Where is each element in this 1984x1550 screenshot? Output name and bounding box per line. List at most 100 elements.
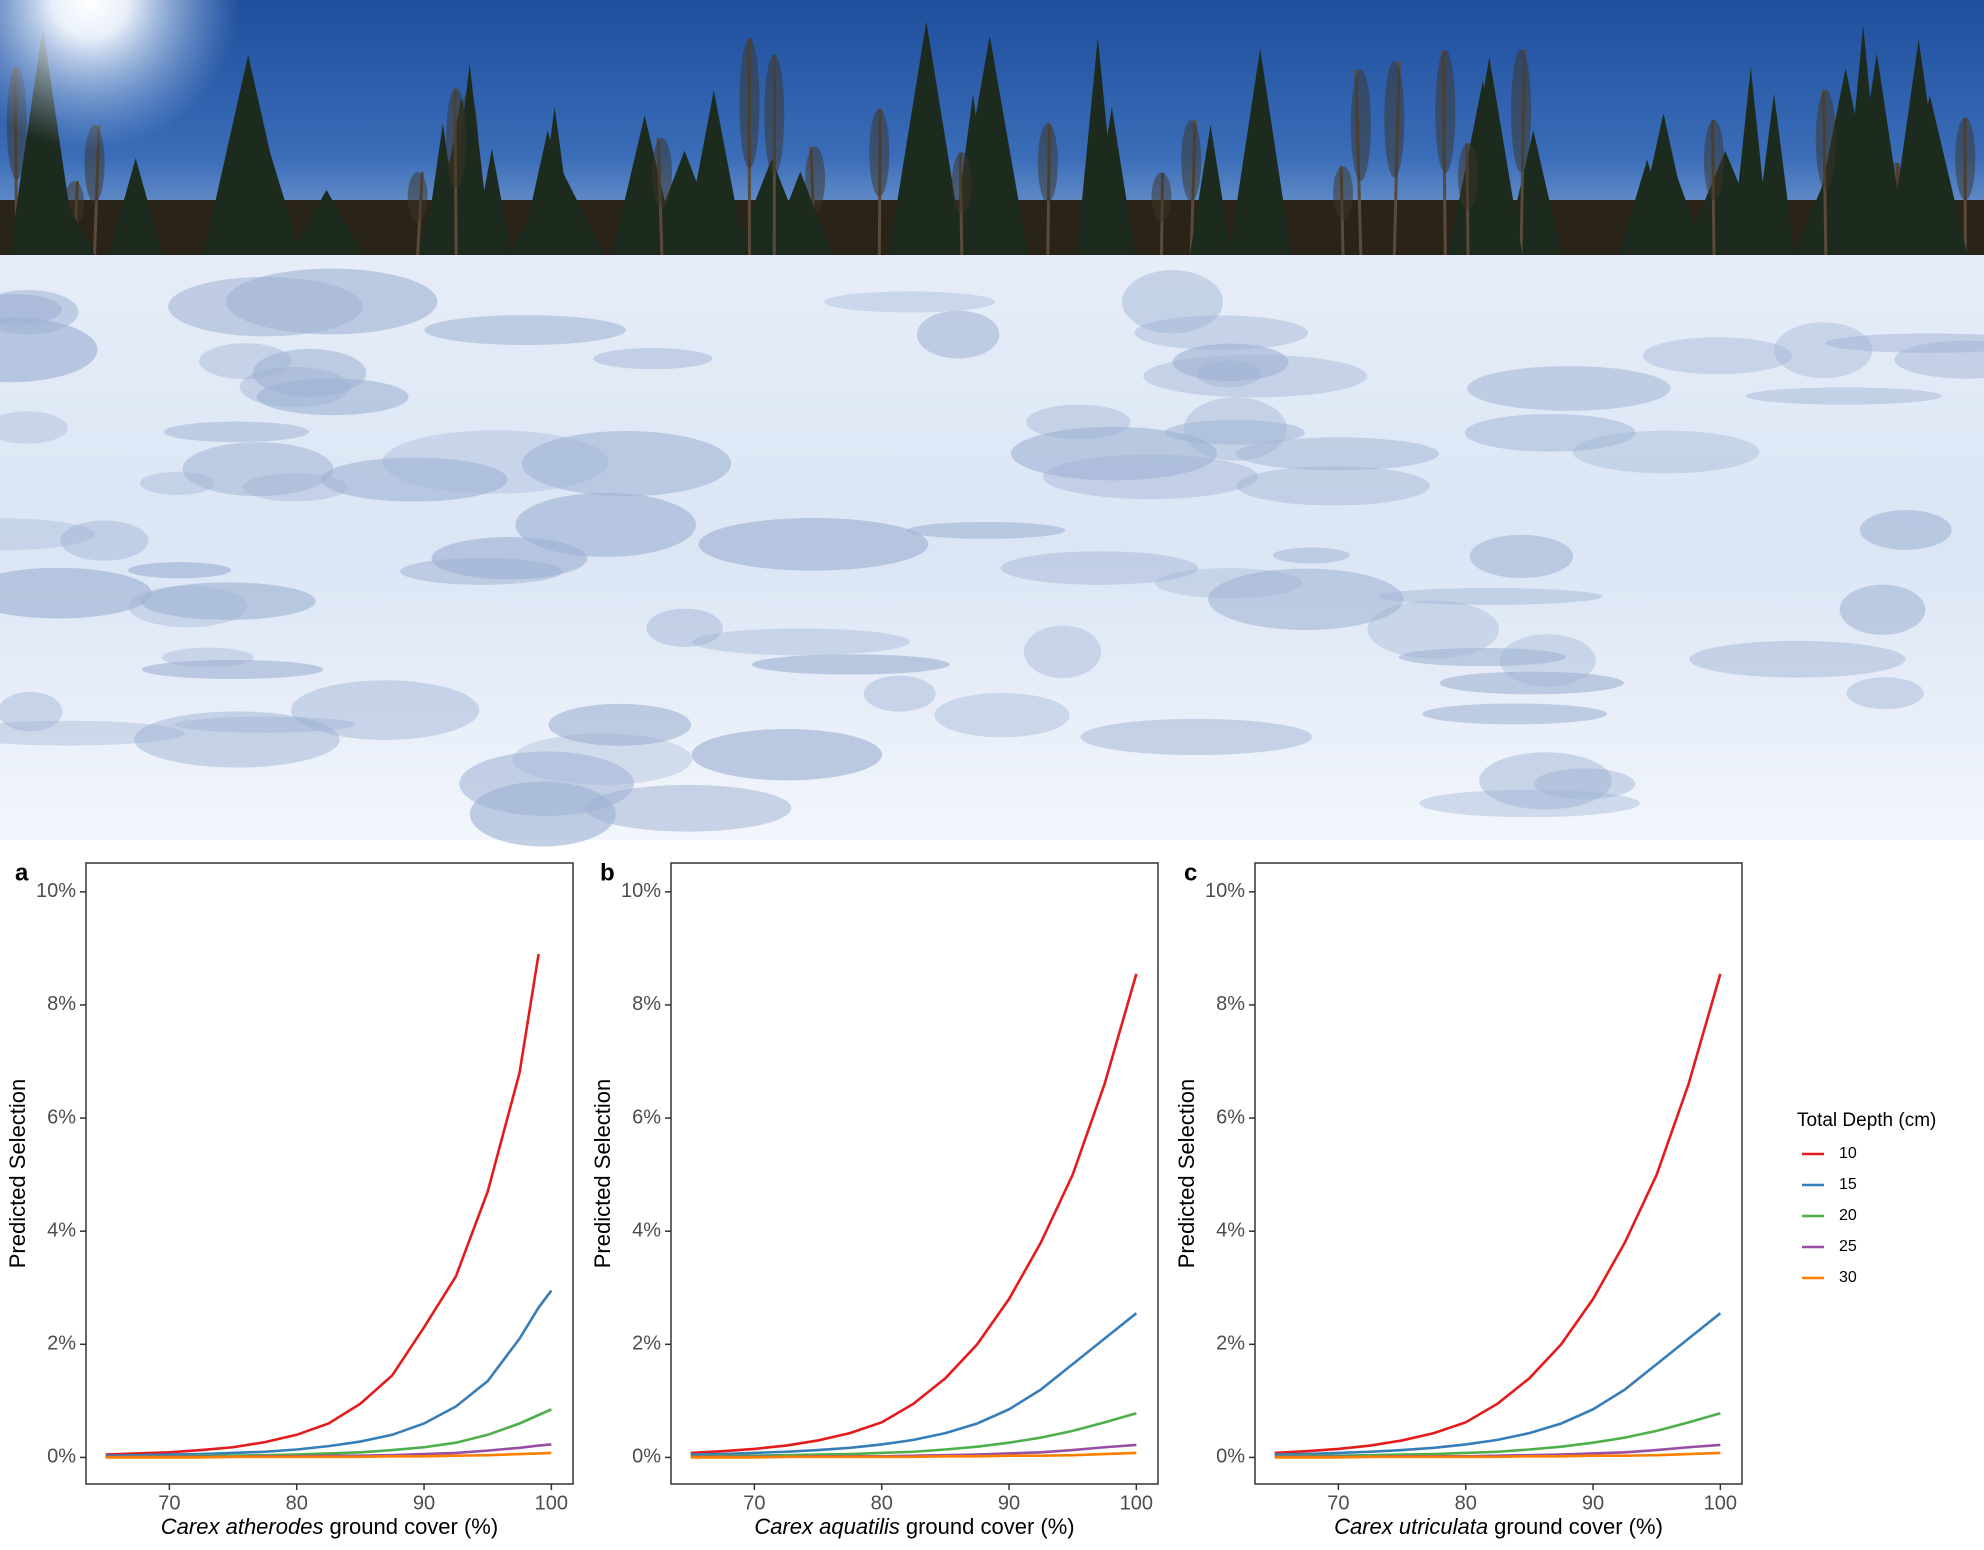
drift-shadow	[1164, 420, 1305, 445]
spruce	[1618, 159, 1676, 255]
drift-shadow	[863, 675, 936, 712]
drift-shadow	[1134, 315, 1308, 350]
y-tick-label: 6%	[1216, 1106, 1245, 1128]
legend-label: 25	[1839, 1238, 1857, 1255]
drift-shadow	[751, 654, 950, 675]
drift-shadow	[1236, 466, 1430, 506]
drift-shadow	[174, 716, 356, 733]
aspen-crown	[764, 54, 785, 175]
plot-panel	[85, 862, 574, 1485]
aspen-crown	[1458, 143, 1479, 211]
drift-shadow	[1042, 454, 1259, 500]
drift-shadow	[242, 473, 348, 502]
drift-shadow	[548, 703, 692, 746]
aspen-crown	[651, 137, 672, 209]
x-tick-label: 100	[535, 1492, 568, 1514]
drift-shadow	[1469, 534, 1574, 578]
plot-panel	[1254, 862, 1743, 1485]
drift-shadow	[163, 421, 310, 443]
y-tick-label: 10%	[36, 880, 76, 902]
aspen-crown	[1815, 89, 1836, 189]
x-tick-label: 90	[1582, 1492, 1604, 1514]
drift-shadow	[127, 562, 231, 579]
drift-shadow	[1825, 333, 1984, 353]
drift-shadow	[60, 520, 149, 561]
aspen-crown	[1703, 119, 1724, 201]
x-axis-species: Carex aquatilis	[754, 1514, 900, 1539]
x-tick-label: 100	[1704, 1492, 1737, 1514]
spruce	[1189, 124, 1232, 255]
drift-shadow	[0, 317, 98, 383]
data-line	[690, 1451, 1137, 1459]
x-tick-label: 80	[871, 1492, 893, 1514]
drift-shadow	[1272, 547, 1350, 564]
drift-shadow	[320, 457, 508, 502]
spruce	[520, 130, 576, 255]
drift-shadow	[916, 310, 1000, 359]
spruce	[951, 35, 1029, 255]
drift-shadow	[1479, 752, 1612, 810]
drift-shadow	[1467, 366, 1671, 411]
sun	[0, 0, 240, 150]
spruce	[644, 150, 725, 255]
aspen-crown	[739, 38, 760, 169]
drift-shadow	[469, 781, 616, 847]
aspen-crown	[1384, 61, 1405, 178]
x-axis-text: ground cover (%)	[329, 1514, 498, 1539]
x-axis-label: Carex atherodes ground cover (%)	[161, 1514, 498, 1539]
panel-label: a	[15, 859, 29, 886]
drift-shadow	[1000, 551, 1199, 585]
data-line	[105, 1289, 553, 1458]
aspen-crown	[1511, 49, 1532, 173]
drift-shadow	[424, 315, 626, 346]
aspen-crown	[446, 88, 467, 189]
spruce	[1504, 130, 1562, 255]
drift-shadow	[1122, 270, 1223, 334]
y-tick-label: 8%	[47, 993, 76, 1015]
x-axis-species: Carex utriculata	[1334, 1514, 1488, 1539]
legend-label: 15	[1839, 1176, 1857, 1193]
x-tick-label: 70	[158, 1492, 180, 1514]
drift-shadow	[1572, 430, 1760, 474]
y-tick-label: 0%	[632, 1446, 661, 1468]
drift-shadow	[934, 693, 1070, 738]
data-line	[1274, 1412, 1721, 1458]
photo	[0, 0, 1984, 847]
drift-shadow	[1377, 587, 1603, 605]
drift-shadow	[1846, 677, 1924, 710]
drift-shadow	[698, 517, 929, 571]
drift-shadow	[1534, 768, 1636, 800]
drift-shadow	[0, 411, 68, 444]
x-axis-text: ground cover (%)	[1494, 1514, 1663, 1539]
data-line	[105, 953, 540, 1456]
drift-shadow	[1024, 625, 1102, 679]
y-tick-label: 4%	[47, 1219, 76, 1241]
y-tick-label: 2%	[632, 1333, 661, 1355]
drift-shadow	[646, 608, 723, 648]
drift-shadow	[1859, 510, 1952, 550]
spruce	[289, 189, 364, 255]
drift-shadow	[1839, 584, 1926, 635]
y-tick-label: 8%	[1216, 993, 1245, 1015]
spruce	[423, 123, 462, 255]
drift-shadow	[1774, 322, 1873, 379]
drift-shadow	[1026, 404, 1131, 440]
aspen-crown	[805, 146, 826, 212]
spruce	[1753, 93, 1795, 255]
y-tick-label: 6%	[632, 1106, 661, 1128]
drift-shadow	[1398, 647, 1566, 667]
aspen-crown	[1955, 117, 1976, 200]
panel-label: b	[600, 859, 615, 886]
drift-shadow	[1642, 337, 1793, 375]
spruce	[14, 179, 95, 255]
x-tick-label: 90	[413, 1492, 435, 1514]
x-tick-label: 70	[1327, 1492, 1349, 1514]
y-axis-label: Predicted Selection	[590, 1079, 615, 1269]
y-axis-label: Predicted Selection	[5, 1079, 30, 1269]
spruce	[472, 148, 512, 255]
drift-shadow	[1894, 340, 1984, 379]
y-tick-label: 2%	[1216, 1333, 1245, 1355]
drift-shadow	[290, 680, 480, 740]
drift-shadow	[1235, 437, 1439, 471]
drift-shadow	[1208, 568, 1404, 630]
